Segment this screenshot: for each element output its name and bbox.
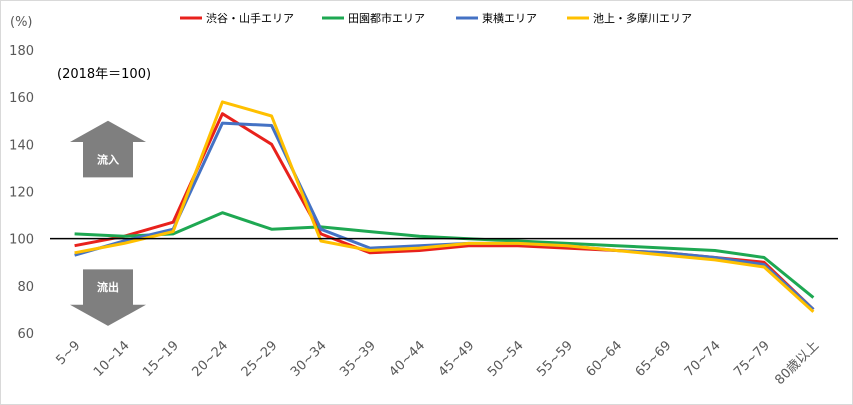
y-tick-label: 60 [17,327,34,342]
flow-arrow-label: 流出 [97,280,119,294]
y-axis: 60 80 100 120 140 160 180 [9,44,34,342]
flow-arrow-down [70,269,146,326]
series-line [74,211,815,299]
y-tick-label: 180 [9,44,34,59]
legend-label: 田園都市エリア [348,11,425,25]
y-axis-label: (%) [10,15,33,30]
base-year-note: (2018年＝100) [57,67,151,82]
series-lines [74,100,815,313]
y-tick-label: 160 [9,91,34,106]
legend: 渋谷・山手エリア 田園都市エリア 東横エリア 池上・多摩川エリア [180,11,692,25]
series-line [74,100,815,313]
legend-label: 渋谷・山手エリア [206,11,294,25]
flow-arrow-label: 流入 [97,153,119,167]
legend-label: 池上・多摩川エリア [593,11,692,25]
flow-arrow-up [70,120,146,178]
legend-label: 東横エリア [482,11,537,25]
y-tick-label: 100 [9,233,34,248]
y-tick-label: 80 [17,280,34,295]
y-tick-label: 140 [9,138,34,153]
y-tick-label: 120 [9,186,34,201]
